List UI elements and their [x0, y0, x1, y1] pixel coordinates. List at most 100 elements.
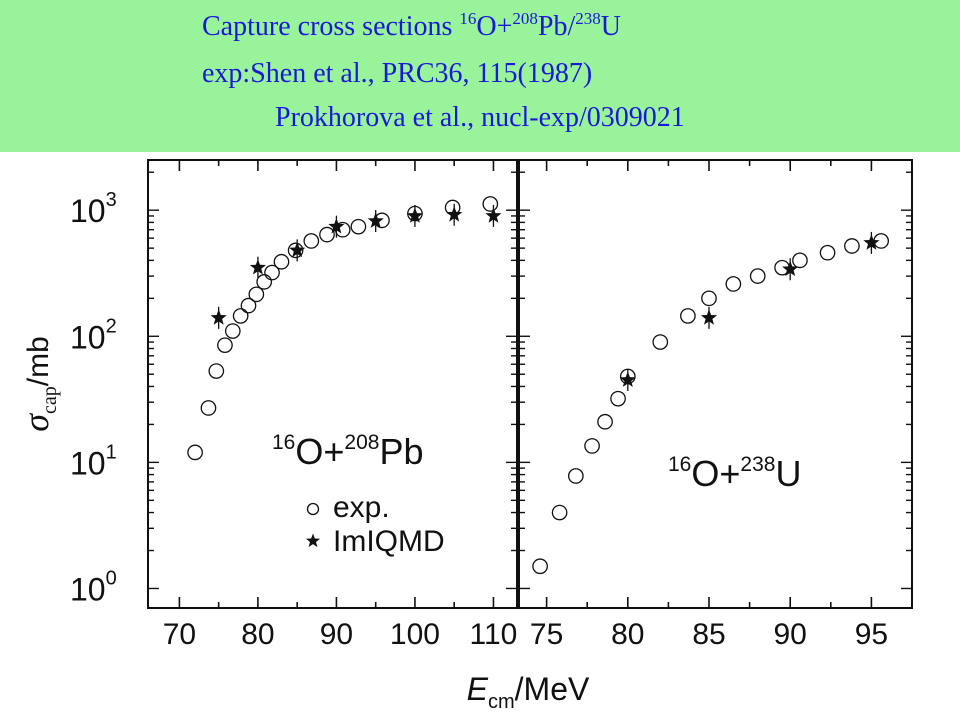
exp-data-point [264, 264, 280, 281]
x-tick-label: 80 [611, 618, 644, 651]
exp-data-point [240, 297, 257, 314]
y-tick-base: 10 [70, 445, 106, 481]
imiqmd-data-point [619, 371, 636, 387]
right-panel-frame [518, 159, 913, 609]
imiqmd-data-point [249, 259, 266, 275]
exp-data-point [187, 444, 203, 461]
imiqmd-data-point [367, 212, 384, 228]
imiqmd-data-point [406, 207, 423, 223]
imiqmd-data-point [782, 260, 799, 277]
y-axis-title: σcap/mb [16, 336, 61, 432]
exp-data-point [819, 244, 836, 261]
x-tick-label: 110 [470, 618, 518, 651]
banner-reference-1: exp:Shen et al., PRC36, 115(1987) [202, 58, 593, 89]
y-tick-label: 102 [70, 315, 117, 355]
y-tick-label: 100 [70, 567, 117, 607]
y-tick-exponent: 2 [106, 315, 117, 337]
x-axis-unit: /MeV [515, 671, 590, 707]
banner-title: Capture cross sections 16O+208Pb/238U [202, 10, 621, 42]
y-axis-unit: /mb [22, 336, 55, 386]
imiqmd-data-point [446, 206, 463, 222]
y-tick-label: 103 [70, 189, 117, 229]
exp-data-point [248, 286, 265, 303]
imiqmd-data-point [328, 218, 345, 234]
reaction-sup: 16 [668, 453, 691, 476]
legend-imiqmd-label: ImIQMD [333, 525, 445, 558]
exp-data-point [567, 468, 584, 484]
y-tick-base: 10 [70, 319, 106, 355]
exp-data-point [749, 268, 766, 284]
x-tick-label: 70 [163, 618, 196, 651]
imiqmd-data-point [210, 309, 227, 325]
title-banner: Capture cross sections 16O+208Pb/238U ex… [0, 0, 960, 152]
exp-data-point [844, 238, 860, 254]
y-tick-exponent: 3 [106, 189, 117, 211]
y-tick-base: 10 [70, 571, 106, 607]
exp-data-point [217, 337, 233, 354]
exp-data-point [551, 504, 568, 521]
title-sup: 208 [512, 9, 538, 28]
x-axis-symbol: E [467, 671, 489, 707]
imiqmd-data-point [700, 309, 718, 325]
x-tick-label: 80 [241, 618, 274, 651]
reaction-text: Pb [379, 431, 423, 472]
exp-data-point [584, 438, 600, 454]
exp-data-point [232, 308, 249, 324]
exp-data-point [273, 253, 290, 270]
imiqmd-data-point [485, 207, 502, 223]
reaction-text: U [775, 453, 801, 494]
exp-data-point [597, 413, 613, 430]
exp-data-point [287, 242, 304, 259]
exp-data-point [610, 390, 626, 407]
x-tick-label: 95 [855, 618, 888, 651]
x-tick-label: 90 [320, 618, 353, 651]
x-axis-title: Ecm/MeV [467, 671, 590, 713]
legend-imiqmd-marker [305, 533, 321, 548]
exp-data-point [256, 274, 273, 290]
legend-exp-label: exp. [333, 491, 390, 524]
right-reaction-label: 16O+238U [668, 453, 801, 494]
exp-data-point [532, 558, 548, 575]
y-tick-exponent: 0 [106, 567, 117, 589]
y-axis-symbol: σ [16, 413, 56, 432]
exp-data-point [482, 196, 499, 212]
y-tick-exponent: 1 [106, 441, 117, 463]
x-tick-label: 100 [390, 618, 440, 651]
exp-data-point [208, 363, 225, 379]
reaction-sup: 16 [272, 431, 295, 454]
reaction-text: O+ [295, 431, 344, 472]
reaction-sup: 238 [740, 453, 775, 476]
x-axis-subscript: cm [488, 691, 515, 713]
title-sup: 16 [459, 9, 477, 28]
x-tick-label: 75 [530, 618, 563, 651]
exp-data-point [792, 252, 808, 269]
imiqmd-data-point [289, 241, 306, 258]
title-sup: 238 [575, 9, 601, 28]
title-text: O+ [476, 11, 513, 42]
y-tick-label: 101 [70, 441, 117, 481]
imiqmd-data-point [863, 234, 880, 250]
exp-data-point [319, 226, 335, 243]
y-axis-subscript: cap [39, 386, 61, 414]
exp-data-point [725, 276, 742, 292]
x-tick-label: 85 [692, 618, 725, 651]
exp-data-point [350, 218, 367, 235]
exp-data-point [680, 308, 696, 324]
reaction-text: O+ [691, 453, 740, 494]
reaction-sup: 208 [344, 431, 379, 454]
legend-exp-marker [306, 502, 320, 516]
left-panel-frame [147, 159, 518, 609]
exp-data-point [652, 334, 669, 350]
exp-data-point [303, 233, 320, 249]
exp-data-point [200, 400, 217, 416]
exp-data-point [701, 290, 717, 307]
x-tick-label: 90 [774, 618, 807, 651]
title-text: U [600, 11, 621, 42]
title-text: Capture cross sections [202, 11, 460, 42]
left-reaction-label: 16O+208Pb [272, 431, 423, 472]
banner-reference-2: Prokhorova et al., nucl-exp/0309021 [275, 102, 685, 133]
title-text: Pb/ [537, 11, 576, 42]
y-tick-base: 10 [70, 193, 106, 229]
exp-data-point [224, 323, 241, 339]
